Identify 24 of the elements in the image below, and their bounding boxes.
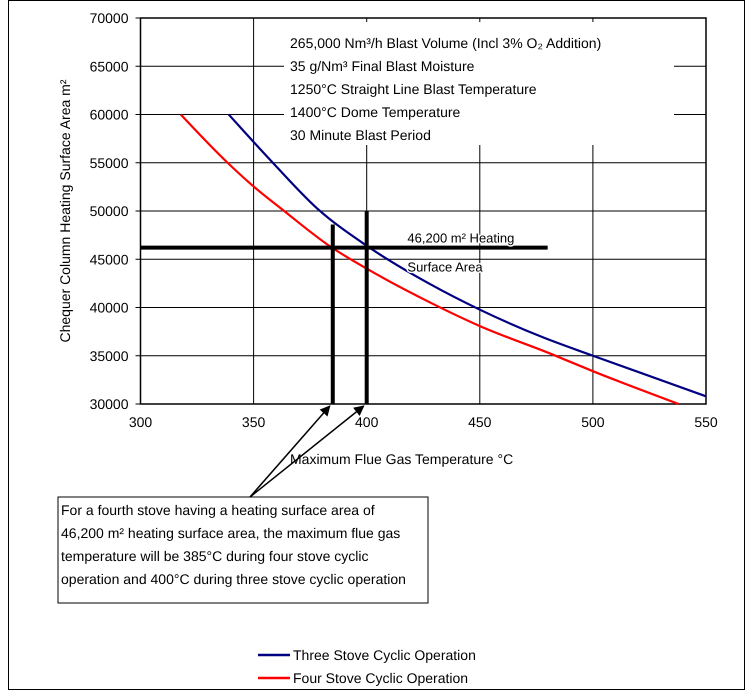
y-tick-label: 40000: [90, 300, 129, 316]
annotation: 265,000 Nm³/h Blast Volume (Incl 3% O₂ Addition): [290, 35, 602, 51]
y-axis-title: Chequer Column Heating Surface Area m²: [57, 79, 73, 343]
y-tick-label: 60000: [90, 106, 129, 122]
x-tick-label: 500: [581, 414, 605, 430]
y-tick-label: 45000: [90, 251, 129, 268]
x-tick-label: 350: [242, 414, 266, 430]
y-tick-label: 50000: [90, 203, 129, 219]
x-tick-label: 450: [468, 414, 492, 430]
annotation: 1400°C Dome Temperature: [290, 104, 461, 120]
y-tick-label: 65000: [90, 58, 129, 74]
annotation: 1250°C Straight Line Blast Temperature: [290, 81, 537, 97]
x-tick-label: 400: [355, 414, 379, 430]
annotation: 30 Minute Blast Period: [290, 127, 431, 143]
x-tick-label: 300: [128, 414, 152, 430]
y-tick-label: 55000: [90, 154, 129, 171]
y-tick-label: 30000: [90, 396, 129, 412]
y-tick-label: 35000: [90, 348, 129, 364]
text: For a fourth stove having a heating surface area of 46,200 m² heating surface area, the maximum flue gas temperature will be 385°C during four stove cyclic operation and 400°C during three stove cyclic operation: [61, 502, 406, 587]
legend-label: Three Stove Cyclic Operation: [293, 647, 476, 663]
legend-label: Four Stove Cyclic Operation: [293, 670, 468, 686]
annotation: 35 g/Nm³ Final Blast Moisture: [290, 58, 475, 74]
y-tick-label: 70000: [90, 10, 129, 26]
x-tick-label: 550: [694, 414, 718, 430]
